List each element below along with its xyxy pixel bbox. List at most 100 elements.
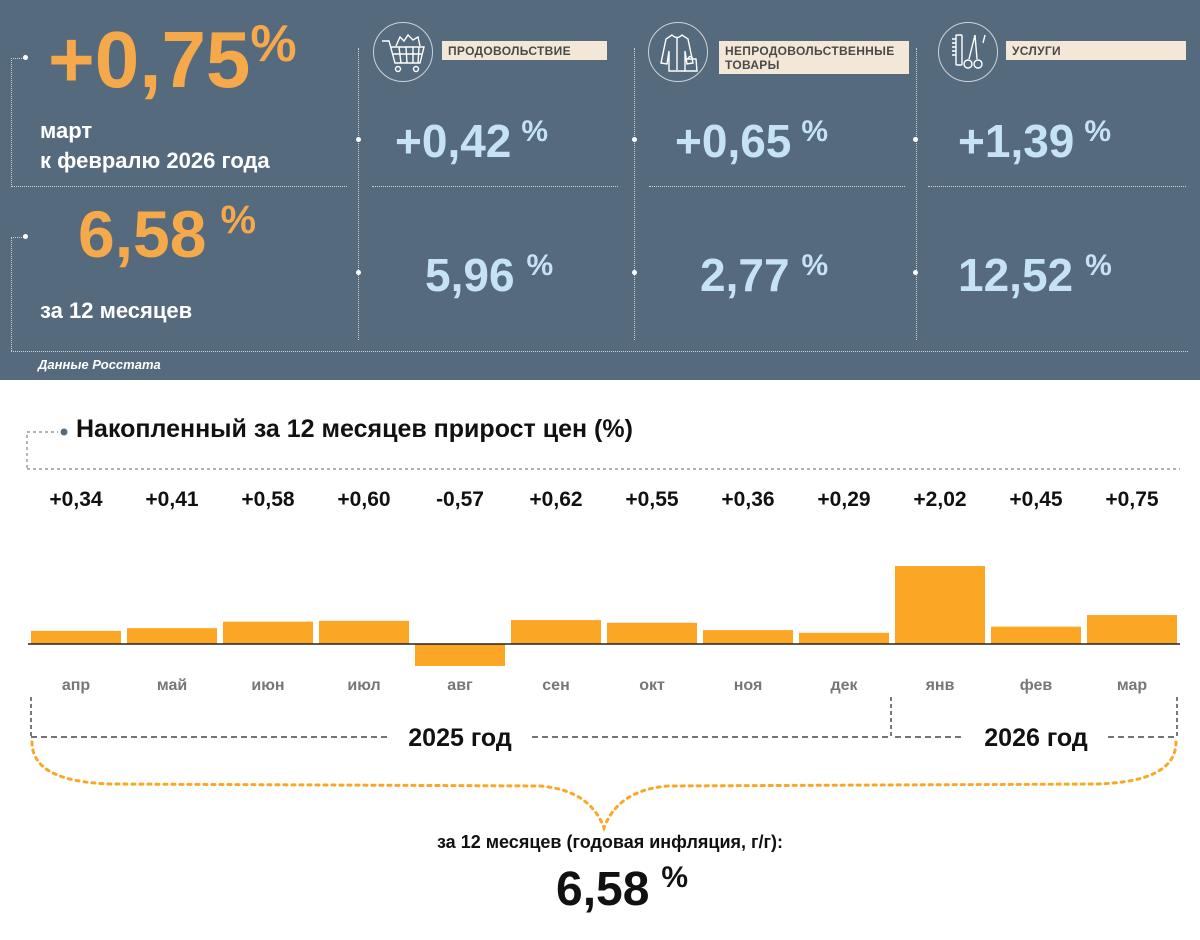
- month-label: июл: [347, 677, 380, 694]
- divider: [11, 58, 26, 187]
- year-groups: 2025 год 2026 год: [30, 697, 1178, 752]
- month-label: фев: [1020, 677, 1053, 694]
- headline-monthly-desc: март к февралю 2026 года: [40, 116, 270, 176]
- divider: [649, 186, 905, 187]
- summary-brace: [30, 740, 1178, 833]
- month-label: янв: [925, 677, 955, 694]
- food-annual-unit: %: [526, 249, 554, 282]
- bullet-dot: [632, 137, 637, 142]
- bar-окт: [607, 622, 697, 644]
- bullet-dot: [913, 270, 918, 275]
- food-annual-value: 5,96: [425, 249, 515, 301]
- value-labels-layer: +0,34 +0,41 +0,58 +0,60 -0,57 +0,62 +0,55 +0,36…: [49, 488, 1158, 511]
- headline-annual-value: 6,58: [78, 197, 207, 271]
- monthly-desc-line2: к февралю 2026 года: [40, 148, 270, 173]
- bar-июн: [223, 621, 313, 644]
- summary-value-unit: %: [661, 861, 689, 894]
- headline-monthly-unit: %: [250, 15, 297, 73]
- scissors-comb-icon: [938, 22, 998, 82]
- bar-мар: [1087, 615, 1177, 644]
- divider: [11, 237, 26, 351]
- divider: [11, 351, 1188, 352]
- value-label: +0,58: [241, 488, 294, 511]
- services-monthly: +1,39%: [958, 114, 1111, 168]
- category-label-nonfood-line1: НЕПРОДОВОЛЬСТВЕННЫЕ: [725, 44, 895, 58]
- value-label: +0,41: [145, 488, 198, 511]
- year-label: 2025 год: [408, 724, 512, 752]
- bullet-dot: [632, 270, 637, 275]
- month-label: авг: [447, 677, 473, 694]
- headline-annual: 6,58%: [78, 198, 256, 280]
- value-label: +0,29: [817, 488, 870, 511]
- bullet-dot: [356, 137, 361, 142]
- value-label: +0,55: [625, 488, 678, 511]
- divider: [358, 48, 359, 340]
- value-label: +0,34: [49, 488, 102, 511]
- value-label: +2,02: [913, 488, 966, 511]
- category-label-nonfood: НЕПРОДОВОЛЬСТВЕННЫЕ ТОВАРЫ: [719, 41, 909, 74]
- divider: [372, 186, 618, 187]
- divider: [928, 186, 1186, 187]
- divider: [916, 48, 917, 340]
- value-label: +0,62: [529, 488, 582, 511]
- bar-апр: [31, 630, 121, 644]
- month-label: окт: [639, 677, 665, 694]
- services-monthly-unit: %: [1084, 115, 1112, 148]
- headline-monthly: +0,75%: [48, 15, 297, 112]
- bullet-dot: [23, 234, 28, 239]
- food-annual: 5,96%: [425, 248, 553, 302]
- services-annual: 12,52%: [958, 248, 1112, 302]
- chart-title-bracket: [26, 428, 1180, 470]
- nonfood-annual-value: 2,77: [700, 249, 790, 301]
- bar-авг: [415, 644, 505, 667]
- source-note: Данные Росстата: [38, 357, 161, 372]
- nonfood-monthly-value: +0,65: [675, 115, 792, 167]
- nonfood-monthly-unit: %: [801, 115, 829, 148]
- food-monthly: +0,42%: [395, 114, 548, 168]
- nonfood-monthly: +0,65%: [675, 114, 828, 168]
- clothing-icon: [648, 22, 708, 82]
- value-label: +0,36: [721, 488, 774, 511]
- year-label: 2026 год: [984, 724, 1088, 752]
- month-label: ноя: [734, 677, 763, 694]
- summary-value: 6,58%: [556, 861, 689, 917]
- category-label-services: УСЛУГИ: [1006, 41, 1186, 60]
- bar-фев: [991, 626, 1081, 644]
- value-label: +0,45: [1009, 488, 1062, 511]
- headline-annual-desc: за 12 месяцев: [40, 298, 193, 323]
- category-label-nonfood-line2: ТОВАРЫ: [725, 58, 780, 72]
- bar-chart: +0,34 +0,41 +0,58 +0,60 -0,57 +0,62 +0,55 +0,36…: [26, 428, 1180, 833]
- value-label: +0,75: [1105, 488, 1158, 511]
- shopping-cart-icon: [373, 22, 433, 82]
- summary-value-number: 6,58: [556, 863, 650, 916]
- bar-июл: [319, 620, 409, 644]
- bar-янв: [895, 566, 985, 644]
- services-annual-value: 12,52: [958, 249, 1074, 301]
- bar-ноя: [703, 630, 793, 644]
- summary-panel: +0,75% март к февралю 2026 года 6,58% за…: [0, 0, 1200, 380]
- chart-title: Накопленный за 12 месяцев прирост цен (%…: [76, 415, 633, 443]
- bars-layer: [31, 566, 1177, 667]
- value-label: -0,57: [436, 488, 484, 511]
- food-monthly-value: +0,42: [395, 115, 512, 167]
- bullet-dot: [356, 270, 361, 275]
- food-monthly-unit: %: [521, 115, 549, 148]
- headline-annual-unit: %: [220, 198, 257, 242]
- month-label: июн: [251, 677, 284, 694]
- services-monthly-value: +1,39: [958, 115, 1075, 167]
- month-labels-layer: апр май июн июл авг сен окт ноя дек янв фев мар: [62, 677, 1148, 694]
- bullet-dot: [913, 137, 918, 142]
- headline-monthly-value: +0,75: [48, 15, 251, 104]
- divider: [634, 48, 635, 340]
- divider: [11, 186, 347, 187]
- bar-май: [127, 628, 217, 644]
- month-label: апр: [62, 677, 91, 694]
- month-label: дек: [830, 677, 858, 694]
- summary-label: за 12 месяцев (годовая инфляция, г/г):: [436, 832, 784, 852]
- nonfood-annual: 2,77%: [700, 248, 828, 302]
- month-label: сен: [542, 677, 569, 694]
- nonfood-annual-unit: %: [801, 249, 829, 282]
- month-label: мар: [1117, 677, 1148, 694]
- bullet-dot: [23, 55, 28, 60]
- value-label: +0,60: [337, 488, 390, 511]
